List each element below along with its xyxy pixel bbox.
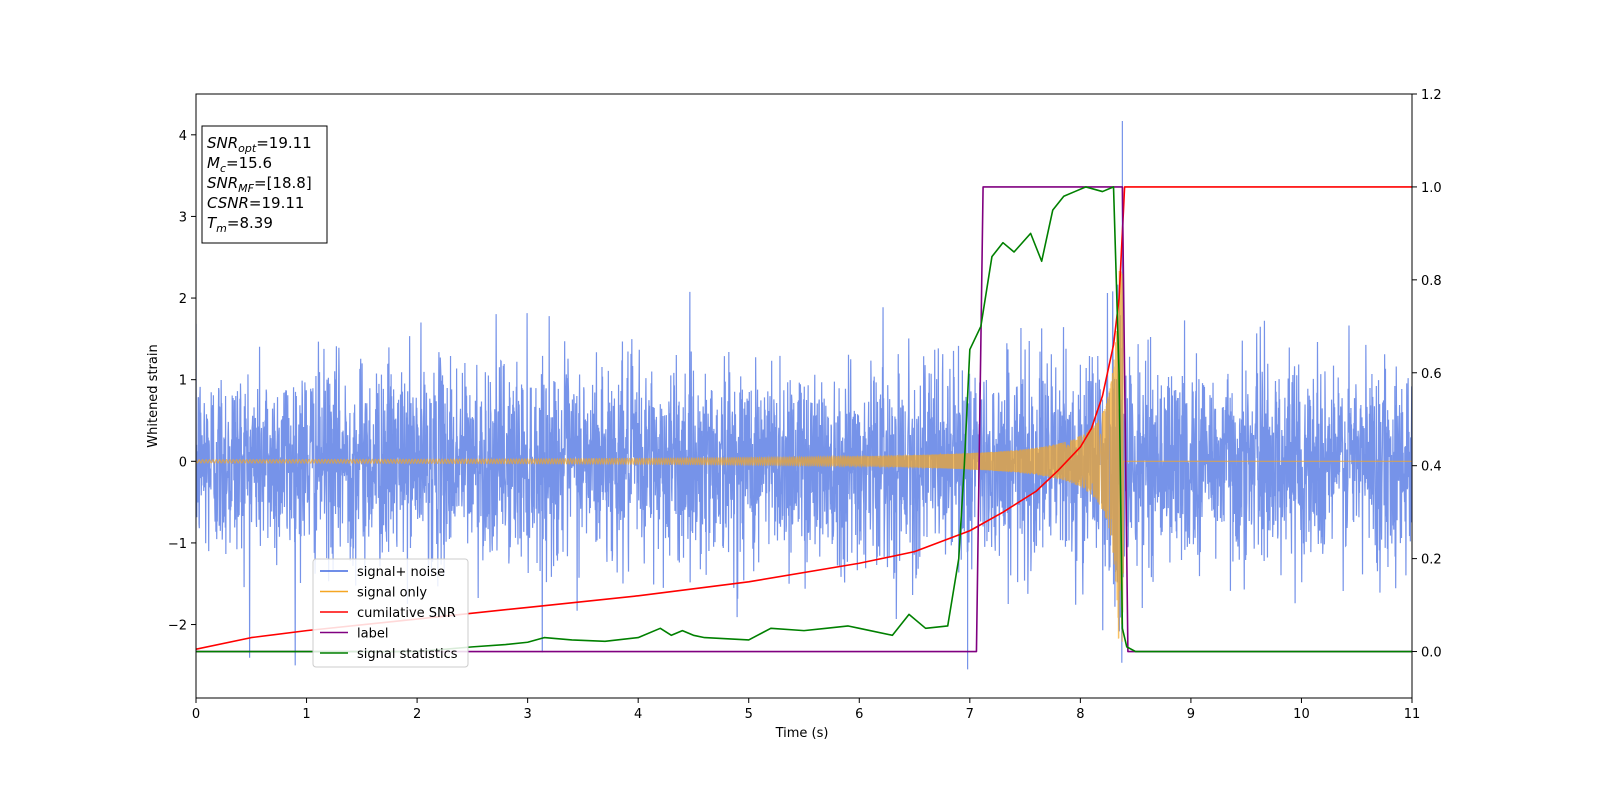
x-tick-label: 1: [302, 707, 310, 722]
x-tick-label: 5: [745, 707, 753, 722]
series-line-signal-only: [196, 268, 1412, 642]
x-tick-label: 4: [634, 707, 642, 722]
x-tick-label: 8: [1076, 707, 1084, 722]
legend: signal+ noise signal only cumilative SNR la…: [312, 558, 469, 668]
legend-label: cumilative SNR: [357, 606, 456, 621]
info-line: CSNR=19.11: [207, 194, 304, 212]
y-right-tick-label: 0.0: [1421, 646, 1442, 661]
y-right-tick-label: 1.0: [1421, 181, 1442, 196]
y-right-tick-label: 0.8: [1421, 274, 1442, 289]
legend-label: label: [357, 627, 388, 642]
x-axis-label: Time (s): [775, 726, 829, 741]
y-right-tick-label: 0.2: [1421, 553, 1442, 568]
info-box: SNRopt=19.11Mc=15.6SNRMF=[18.8]CSNR=19.1…: [201, 125, 328, 244]
y-left-tick-label: −2: [168, 619, 187, 634]
y-right-tick-label: 1.2: [1421, 88, 1442, 103]
plot-frame: [195, 93, 1413, 699]
y-right-tick-label: 0.6: [1421, 367, 1442, 382]
y-right-tick-label: 0.4: [1421, 460, 1442, 475]
x-tick-label: 3: [523, 707, 531, 722]
y-left-tick-label: 1: [179, 374, 187, 389]
x-tick-label: 2: [413, 707, 421, 722]
legend-label: signal+ noise: [357, 565, 445, 580]
y-left-tick-label: 0: [179, 455, 187, 470]
series-line-signal-statistics: [196, 186, 1412, 653]
x-tick-label: 7: [966, 707, 974, 722]
info-line: SNRopt=19.11: [207, 134, 312, 155]
x-tick-label: 10: [1293, 707, 1310, 722]
x-tick-label: 9: [1187, 707, 1195, 722]
info-line: Mc=15.6: [207, 154, 272, 175]
x-tick-label: 0: [192, 707, 200, 722]
y-left-tick-label: 2: [179, 292, 187, 307]
y-left-tick-label: 4: [179, 129, 187, 144]
y-left-tick-label: −1: [168, 537, 187, 552]
y-left-tick-label: 3: [179, 210, 187, 225]
x-tick-label: 6: [855, 707, 863, 722]
legend-label: signal statistics: [357, 647, 458, 662]
y-axis-label: Whitened strain: [146, 344, 161, 447]
legend-label: signal only: [357, 586, 427, 601]
info-line: Tm=8.39: [207, 214, 273, 235]
info-line: SNRMF=[18.8]: [207, 174, 312, 195]
x-tick-label: 11: [1404, 707, 1421, 722]
